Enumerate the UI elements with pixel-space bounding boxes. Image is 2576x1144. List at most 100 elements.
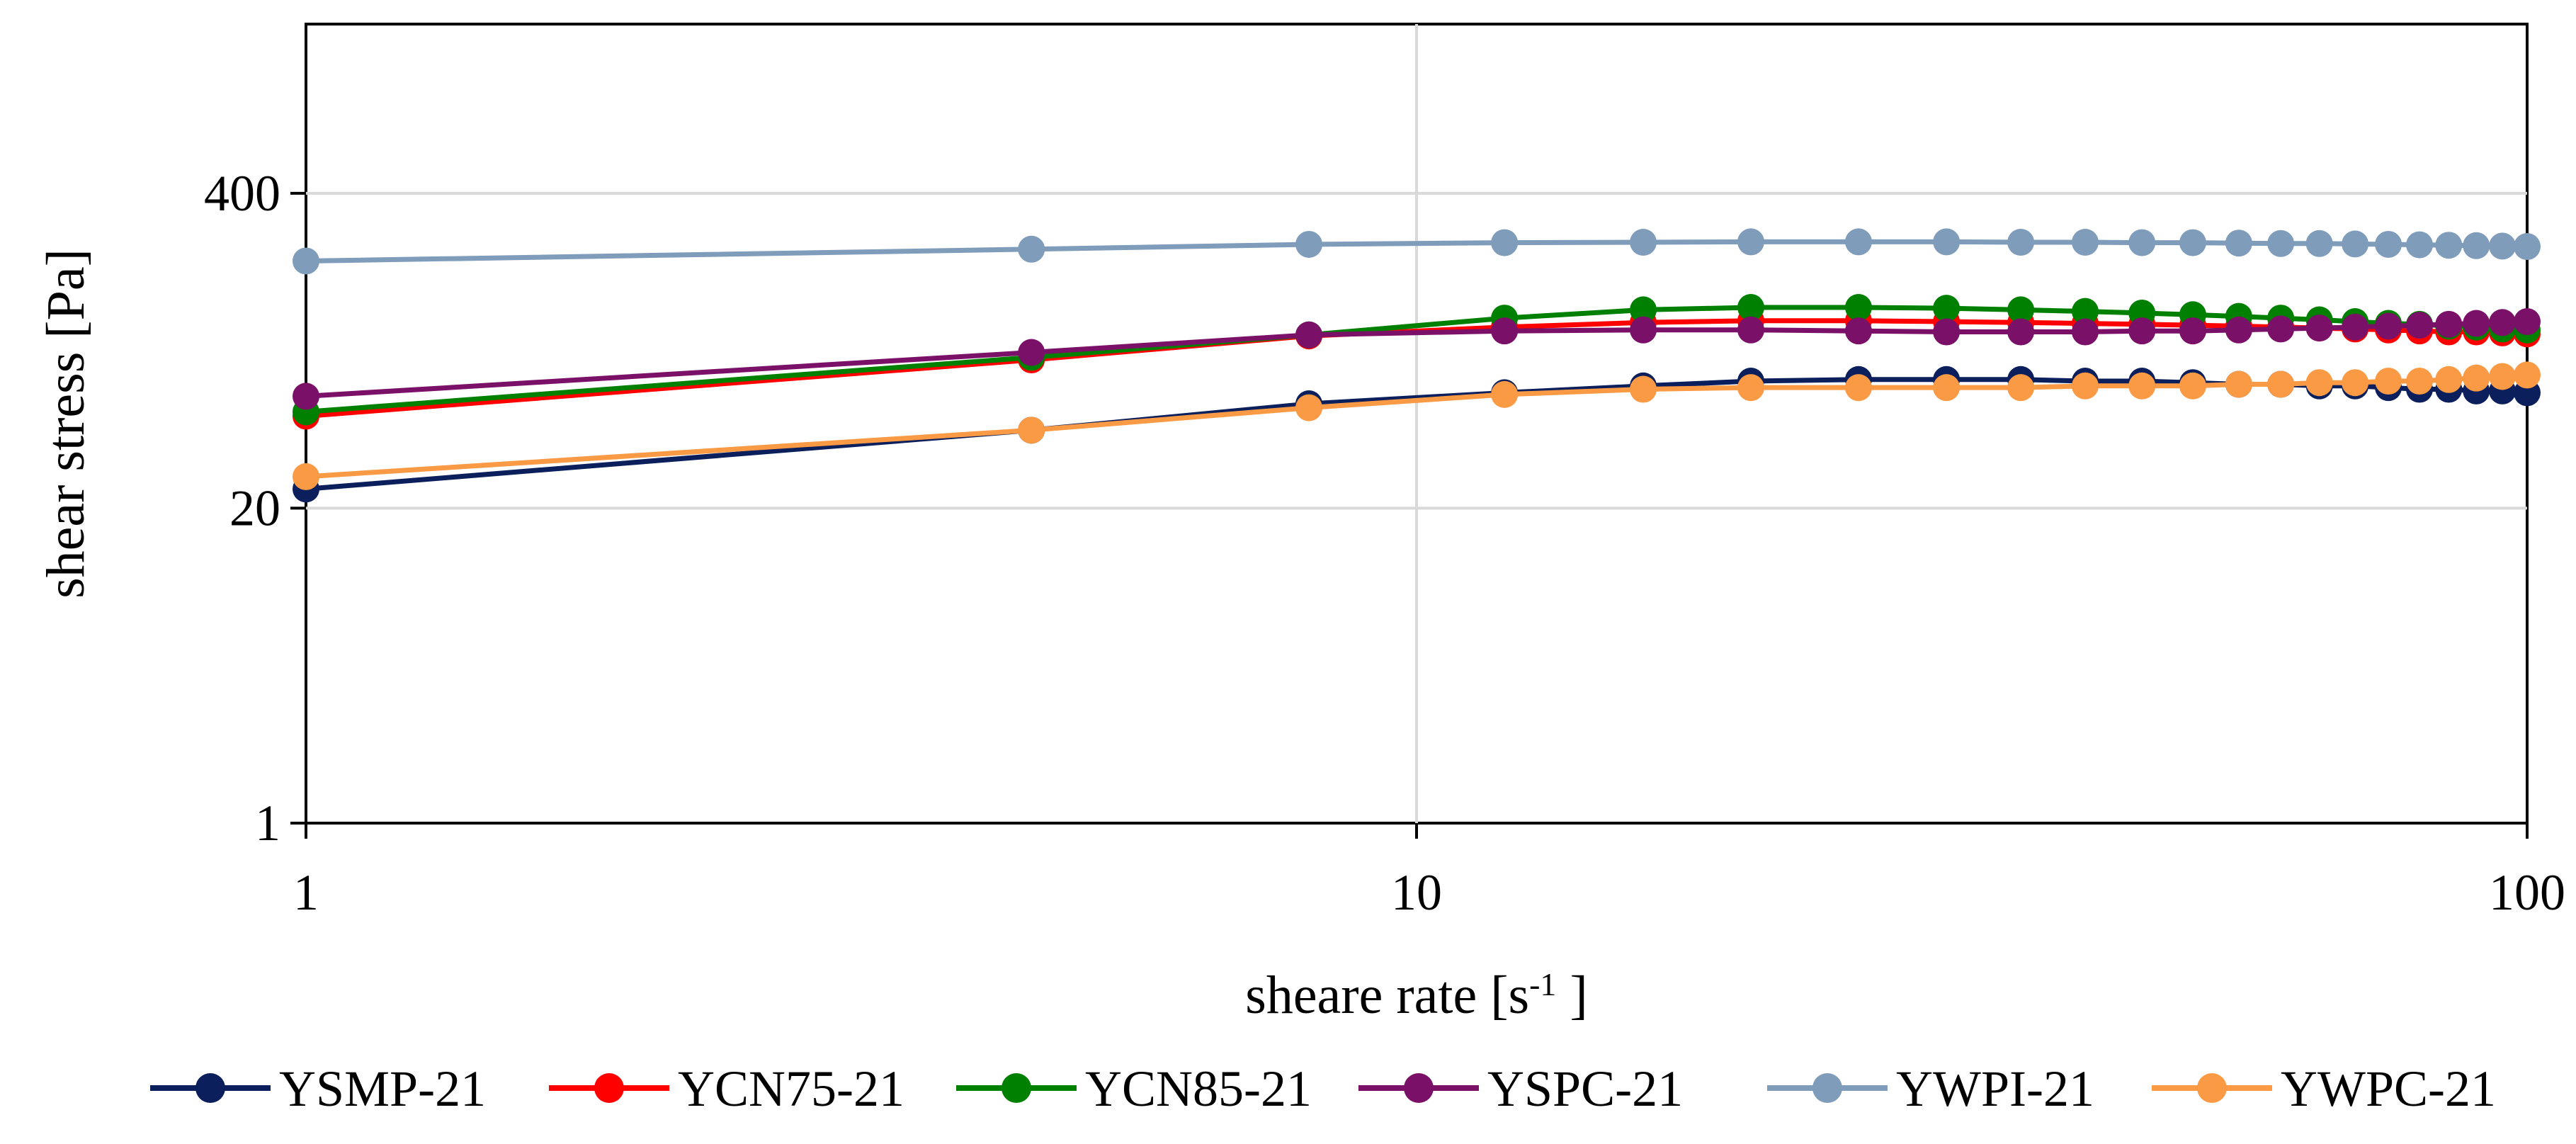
- data-point-ywpi-21: [2406, 231, 2434, 259]
- data-point-ywpi-21: [2489, 232, 2517, 260]
- legend-item-yspc-21: YSPC-21: [1358, 1060, 1683, 1117]
- data-point-yspc-21: [1491, 317, 1519, 345]
- x-axis-title: sheare rate [s-1 ]: [1245, 965, 1588, 1025]
- data-point-ycn85-21: [1630, 296, 1657, 324]
- data-point-ywpi-21: [1295, 230, 1323, 258]
- x-tick-label: 1: [293, 864, 319, 921]
- data-point-yspc-21: [2463, 310, 2490, 337]
- series-layer: [293, 228, 2541, 503]
- legend-swatch-marker: [195, 1073, 225, 1103]
- series-ywpi-21: [293, 228, 2541, 275]
- legend-swatch-marker: [594, 1073, 624, 1103]
- series-line-yspc-21: [305, 319, 2528, 399]
- data-point-ycn85-21: [1933, 295, 1961, 322]
- y-tick-label: 20: [229, 480, 280, 536]
- data-point-ywpc-21: [2179, 372, 2206, 400]
- data-point-ywpi-21: [2342, 230, 2369, 258]
- legend-item-ywpc-21: YWPC-21: [2152, 1060, 2496, 1117]
- data-point-ywpc-21: [2375, 368, 2402, 395]
- series-yspc-21: [293, 308, 2541, 410]
- data-point-yspc-21: [2305, 315, 2333, 342]
- data-point-yspc-21: [1844, 317, 1872, 345]
- legend-swatch-marker: [1812, 1073, 1842, 1103]
- legend-swatch-marker: [1404, 1073, 1434, 1103]
- legend-label: YCN85-21: [1085, 1060, 1312, 1117]
- data-point-yspc-21: [1018, 339, 1045, 366]
- legend-item-ycn75-21: YCN75-21: [549, 1060, 904, 1117]
- data-point-ywpi-21: [2225, 230, 2252, 257]
- data-point-ywpc-21: [2267, 370, 2295, 398]
- data-point-ywpc-21: [2463, 364, 2490, 392]
- data-point-yspc-21: [1737, 316, 1765, 344]
- data-point-ywpc-21: [2435, 366, 2463, 393]
- data-point-yspc-21: [2128, 317, 2156, 345]
- data-point-ywpi-21: [2514, 233, 2541, 261]
- legend-item-ysmp-21: YSMP-21: [150, 1060, 486, 1117]
- data-point-ywpi-21: [1491, 229, 1519, 256]
- data-point-ywpi-21: [1737, 228, 1765, 256]
- data-point-ycn85-21: [1737, 294, 1765, 322]
- data-point-ywpc-21: [2489, 363, 2517, 390]
- data-point-yspc-21: [2007, 318, 2035, 346]
- data-point-ywpc-21: [2225, 370, 2252, 398]
- data-point-ywpc-21: [2007, 374, 2035, 402]
- x-axis-title-suffix: ]: [1556, 965, 1587, 1025]
- grid-layer: [306, 24, 2527, 823]
- legend-label: YWPC-21: [2281, 1060, 2496, 1117]
- legend-swatch-marker: [2197, 1073, 2227, 1103]
- data-point-ywpi-21: [1933, 228, 1961, 256]
- data-point-ywpc-21: [293, 463, 319, 490]
- data-point-ywpc-21: [2514, 361, 2541, 389]
- series-line-ywpi-21: [305, 239, 2528, 264]
- legend-swatch-marker: [1002, 1073, 1031, 1103]
- data-point-yspc-21: [2225, 316, 2252, 344]
- data-point-ycn85-21: [1844, 294, 1872, 322]
- x-tick-label: 100: [2489, 864, 2565, 921]
- y-axis-title: shear stress [Pa]: [36, 249, 96, 599]
- data-point-ywpi-21: [2267, 230, 2295, 257]
- data-point-yspc-21: [2514, 308, 2541, 336]
- x-tick-label: 10: [1391, 864, 1442, 921]
- legend-label: YCN75-21: [678, 1060, 904, 1117]
- data-point-ywpi-21: [2305, 230, 2333, 257]
- data-point-ywpi-21: [2128, 229, 2156, 256]
- y-tick-label: 1: [255, 795, 280, 851]
- data-point-ywpc-21: [1295, 394, 1323, 421]
- data-point-ycn85-21: [2007, 296, 2035, 324]
- data-point-yspc-21: [1933, 318, 1961, 346]
- data-point-ywpi-21: [2435, 232, 2463, 259]
- data-point-yspc-21: [1295, 321, 1323, 349]
- data-point-yspc-21: [2375, 312, 2402, 340]
- data-point-ywpc-21: [1630, 375, 1657, 403]
- series-line-ycn75-21: [305, 318, 2528, 419]
- data-point-yspc-21: [1630, 316, 1657, 344]
- data-point-ywpc-21: [1737, 374, 1765, 402]
- data-point-ywpi-21: [1018, 235, 1045, 263]
- series-line-ywpc-21: [305, 372, 2528, 480]
- data-point-ywpi-21: [2072, 229, 2099, 256]
- data-point-yspc-21: [2435, 310, 2463, 338]
- data-point-ywpi-21: [2179, 229, 2206, 256]
- legend-label: YWPI-21: [1896, 1060, 2094, 1117]
- data-point-ywpc-21: [1491, 380, 1519, 408]
- data-point-ywpi-21: [293, 247, 319, 275]
- data-point-yspc-21: [293, 383, 319, 410]
- data-point-ywpc-21: [1844, 374, 1872, 402]
- legend-label: YSPC-21: [1487, 1060, 1683, 1117]
- data-point-ywpi-21: [1844, 228, 1872, 256]
- legend-item-ywpi-21: YWPI-21: [1767, 1060, 2094, 1117]
- data-point-ywpi-21: [2463, 232, 2490, 259]
- data-point-yspc-21: [2489, 309, 2517, 336]
- data-point-ywpc-21: [2305, 369, 2333, 397]
- legend-item-ycn85-21: YCN85-21: [956, 1060, 1312, 1117]
- legend-label: YSMP-21: [279, 1060, 486, 1117]
- y-tick-label: 400: [204, 165, 280, 222]
- data-point-ywpc-21: [2342, 369, 2369, 397]
- data-point-yspc-21: [2342, 313, 2369, 341]
- data-point-ywpc-21: [2072, 372, 2099, 400]
- series-line-ysmp-21: [305, 377, 2528, 492]
- data-point-yspc-21: [2072, 318, 2099, 346]
- data-point-ywpi-21: [2375, 230, 2402, 258]
- x-axis-title-main: sheare rate [s: [1245, 965, 1529, 1025]
- data-point-yspc-21: [2406, 312, 2434, 339]
